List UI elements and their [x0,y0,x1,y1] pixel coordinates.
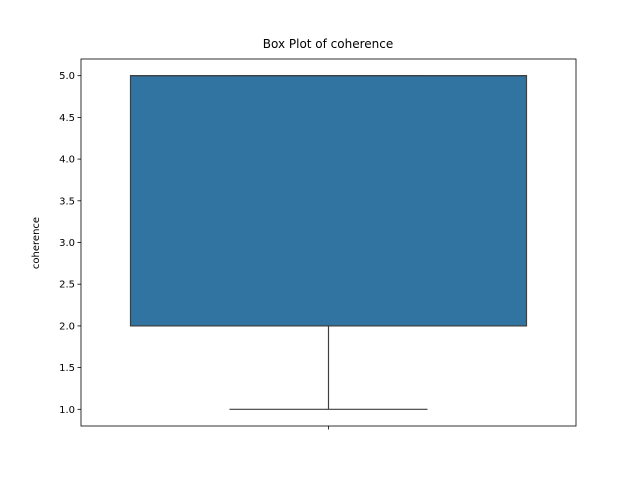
y-tick-label: 1.0 [59,405,75,416]
y-tick-label: 2.5 [59,280,75,291]
plot-area: 1.0 1.5 2.0 2.5 3.0 3.5 4.0 4.5 5.0 [59,58,577,430]
y-tick-label: 4.5 [59,113,75,124]
y-axis-label: coherence [31,217,42,269]
y-tick-label: 5.0 [59,71,75,82]
y-tick-label: 3.5 [59,196,75,207]
box-layer [129,75,528,410]
y-tick-label: 4.0 [59,155,75,166]
chart-title: Box Plot of coherence [263,37,394,51]
y-tick-label: 2.0 [59,321,75,332]
y-tick-label: 3.0 [59,238,75,249]
y-axis-ticks: 1.0 1.5 2.0 2.5 3.0 3.5 4.0 4.5 5.0 [59,71,81,416]
iqr-box [129,75,528,327]
y-tick-label: 1.5 [59,363,75,374]
